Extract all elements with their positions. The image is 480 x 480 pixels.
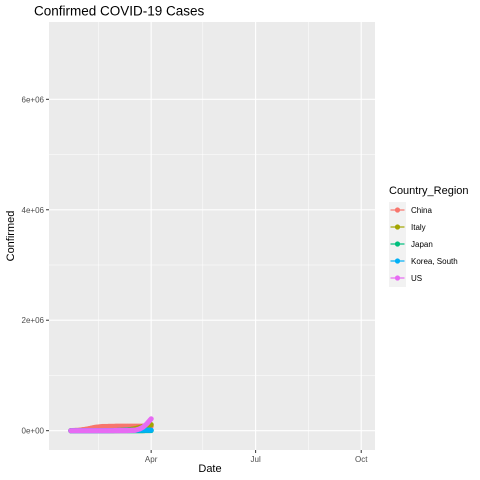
y-axis: 0e+00 2e+06 4e+06 6e+06 (22, 95, 49, 436)
legend-key-point (394, 224, 401, 230)
legend-key-point (394, 241, 401, 247)
x-tick-label: Jul (251, 455, 261, 464)
legend-label: Italy (411, 223, 426, 232)
legend-items: China Italy Japan Korea, South US (389, 202, 458, 287)
grid-minor (49, 22, 375, 450)
grid-major (49, 22, 375, 450)
y-tick-label: 0e+00 (22, 427, 45, 436)
legend-key-point (394, 275, 401, 281)
plot-panel (49, 22, 375, 450)
x-tick-label: Apr (145, 455, 158, 464)
y-tick-label: 4e+06 (22, 206, 45, 215)
legend-item: Korea, South (389, 253, 458, 270)
y-axis-label: Confirmed (5, 211, 17, 262)
series-us (68, 416, 154, 434)
y-tick-label: 2e+06 (22, 316, 45, 325)
legend-key-point (394, 258, 401, 264)
legend-key-point (394, 207, 401, 213)
x-tick-label: Oct (355, 455, 368, 464)
legend-item: Italy (389, 219, 426, 236)
legend-item: China (389, 202, 432, 219)
legend-label: Korea, South (411, 257, 458, 266)
legend-label: US (411, 274, 422, 283)
chart-title: Confirmed COVID-19 Cases (34, 4, 205, 19)
legend-label: China (411, 206, 432, 215)
legend-item: US (389, 270, 422, 287)
x-axis-label: Date (198, 463, 221, 475)
data-point (148, 427, 154, 433)
x-axis: Apr Jul Oct (145, 450, 368, 464)
legend: Country_Region China Italy Japan Korea, Sou… (389, 185, 469, 287)
series-layer (68, 416, 154, 434)
data-point (148, 416, 154, 422)
legend-item: Japan (389, 236, 433, 253)
y-tick-label: 6e+06 (22, 95, 45, 104)
legend-label: Japan (411, 240, 433, 249)
legend-title: Country_Region (389, 185, 469, 197)
